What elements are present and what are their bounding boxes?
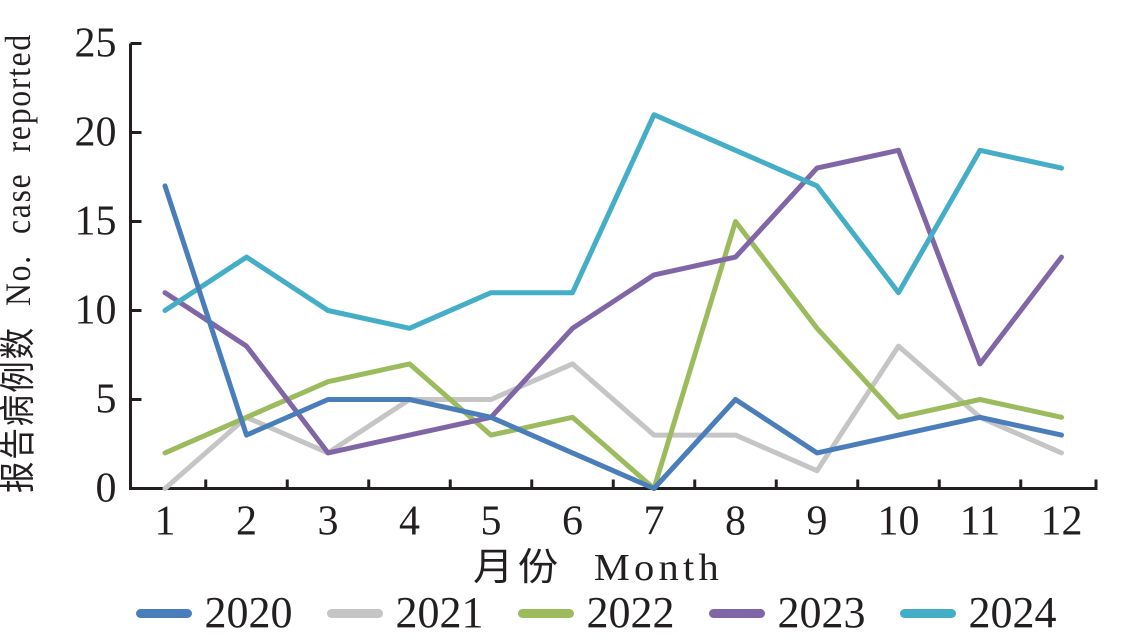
legend-swatch-2020 bbox=[135, 608, 192, 618]
x-tick-label: 5 bbox=[481, 499, 502, 545]
y-tick-label: 5 bbox=[96, 377, 117, 423]
y-tick-label: 10 bbox=[75, 288, 117, 334]
legend-swatch-2024 bbox=[899, 608, 956, 618]
line-chart: 报告病例数 No. case reported 月份 Month 0510152… bbox=[0, 21, 1098, 589]
x-tick-label: 12 bbox=[1041, 499, 1083, 545]
x-tick-label: 10 bbox=[878, 499, 920, 545]
series-line-2022 bbox=[162, 219, 1064, 491]
x-tick-label: 8 bbox=[725, 499, 746, 545]
y-tick-label: 20 bbox=[75, 110, 117, 156]
legend-swatch-2021 bbox=[326, 608, 383, 618]
x-tick-label: 6 bbox=[562, 499, 583, 545]
legend-swatch-2022 bbox=[517, 608, 574, 618]
legend-label: 2023 bbox=[777, 588, 866, 637]
y-tick-label: 0 bbox=[96, 466, 117, 512]
y-axis-label: 报告病例数 No. case reported bbox=[0, 33, 38, 493]
legend-swatch-2023 bbox=[708, 608, 765, 618]
legend-label: 2024 bbox=[968, 588, 1057, 637]
x-tick-label: 3 bbox=[318, 499, 339, 545]
series-line-2021 bbox=[162, 343, 1064, 491]
legend-item-2021: 2021 bbox=[326, 588, 484, 637]
series-line-2020 bbox=[162, 183, 1064, 491]
y-tick-label: 25 bbox=[75, 21, 117, 67]
legend-label: 2020 bbox=[204, 588, 293, 637]
legend-item-2022: 2022 bbox=[517, 588, 675, 637]
legend-label: 2021 bbox=[395, 588, 484, 637]
series-line-2024 bbox=[162, 112, 1064, 331]
series-line-2023 bbox=[162, 147, 1064, 456]
legend-item-2020: 2020 bbox=[135, 588, 293, 637]
legend-label: 2022 bbox=[586, 588, 675, 637]
x-tick-label: 7 bbox=[644, 499, 665, 545]
x-tick-label: 9 bbox=[807, 499, 828, 545]
legend-item-2024: 2024 bbox=[899, 588, 1057, 637]
x-axis-label: 月份 Month bbox=[473, 547, 723, 589]
x-tick-label: 11 bbox=[960, 499, 1000, 545]
chart-legend: 2020 2021 2022 2023 2024 bbox=[0, 591, 1136, 635]
x-tick-label: 1 bbox=[155, 499, 176, 545]
y-tick-label: 15 bbox=[75, 199, 117, 245]
x-tick-label: 2 bbox=[236, 499, 257, 545]
x-tick-label: 4 bbox=[399, 499, 420, 545]
legend-item-2023: 2023 bbox=[708, 588, 866, 637]
